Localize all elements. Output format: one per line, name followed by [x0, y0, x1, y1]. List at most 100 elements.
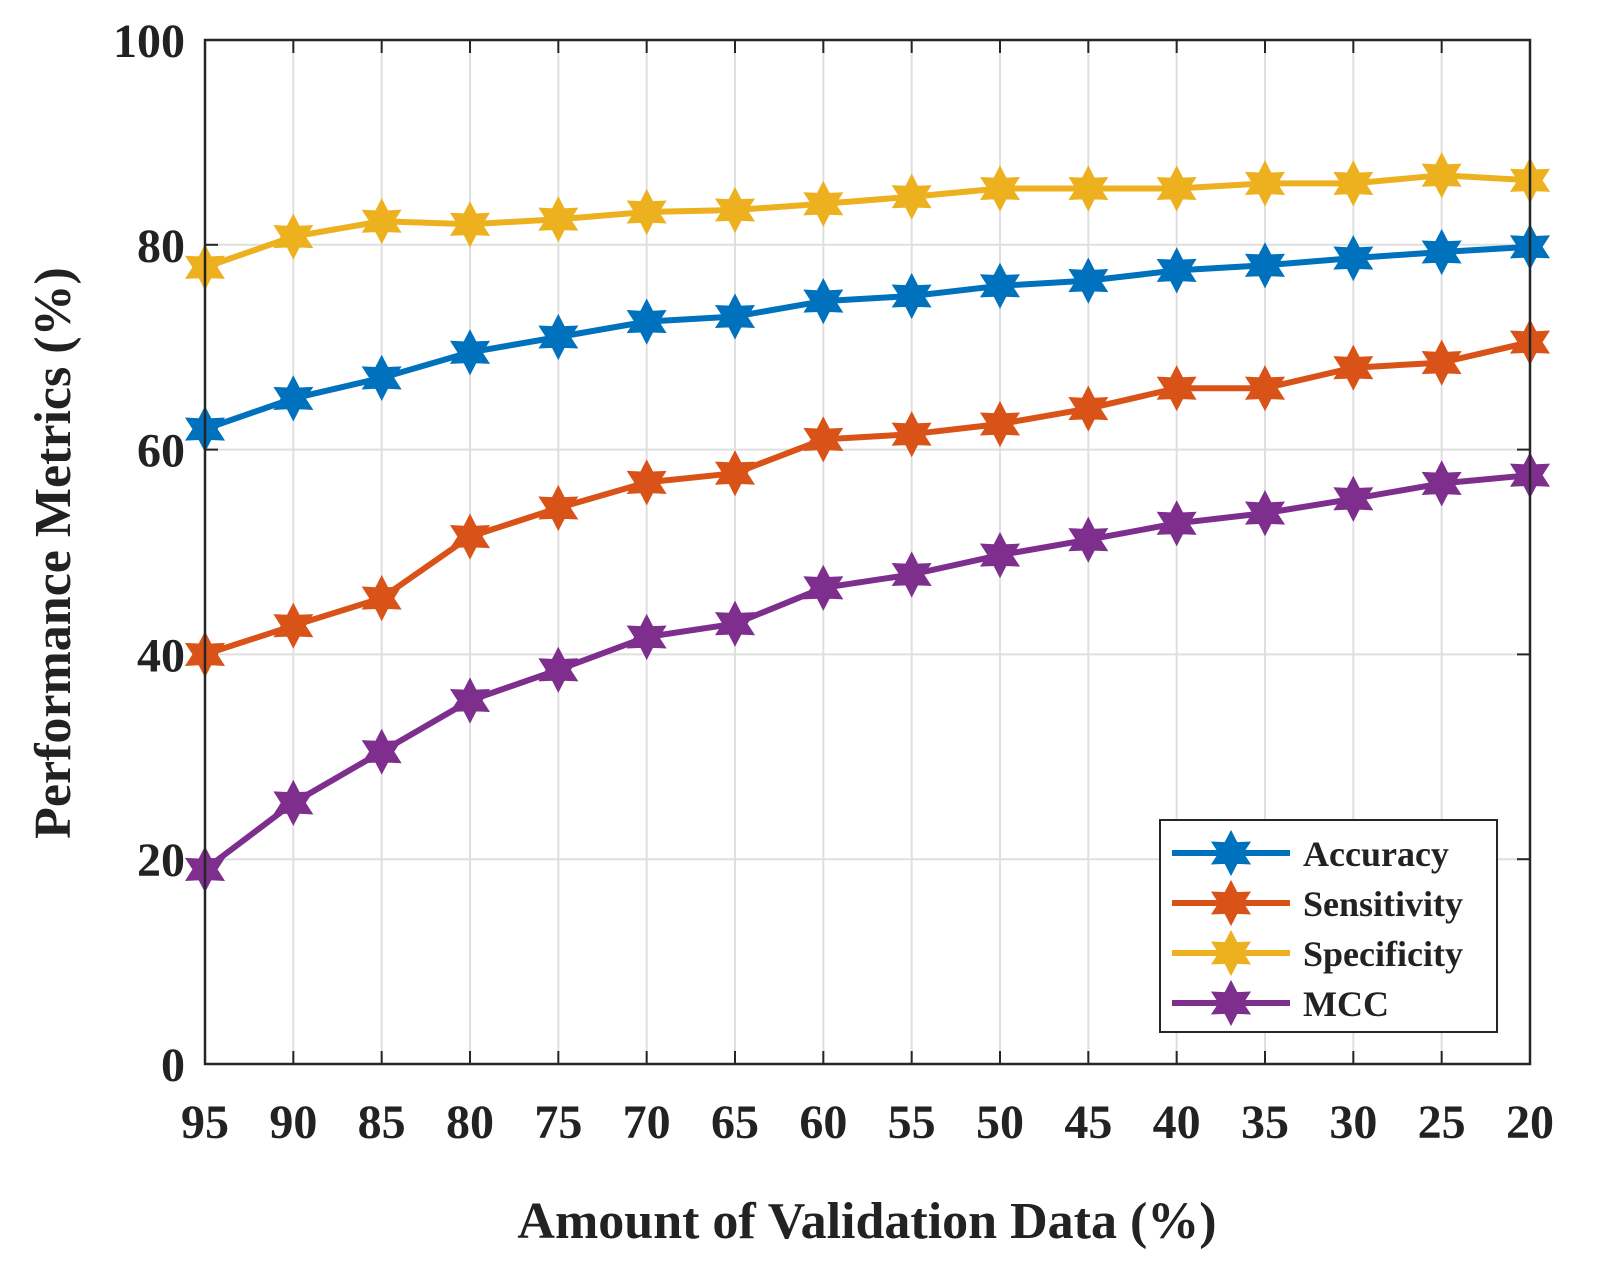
sensitivity-point — [803, 416, 844, 463]
specificity-line — [204, 172, 1531, 271]
x-tick-labels: 95 90 85 80 75 70 65 60 55 50 45 40 35 30 25 20 — [181, 1096, 1554, 1149]
sensitivity-point — [714, 450, 756, 497]
mcc-point — [449, 677, 491, 724]
mcc-point — [979, 532, 1021, 579]
sensitivity-point — [1421, 339, 1462, 386]
y-tick-labels: 0 20 40 60 80 100 — [113, 15, 185, 1092]
specificity-point — [1421, 152, 1462, 199]
sensitivity-point — [361, 575, 402, 622]
mcc-point — [538, 646, 579, 693]
accuracy-point — [626, 298, 667, 345]
mcc-line — [203, 472, 1531, 872]
specificity-point — [979, 165, 1021, 212]
y-tick-label: 100 — [113, 15, 185, 68]
x-tick-label: 50 — [976, 1096, 1024, 1149]
mcc-point — [626, 613, 667, 661]
specificity-point — [1068, 165, 1109, 212]
specificity-point — [1156, 165, 1197, 212]
mcc-point — [1244, 490, 1286, 537]
accuracy-line — [204, 243, 1531, 432]
legend-item-sensitivity: Sensitivity — [1172, 879, 1463, 927]
x-tick-label: 40 — [1153, 1096, 1201, 1149]
mcc-point — [803, 564, 844, 611]
sensitivity-point — [979, 400, 1021, 448]
accuracy-point — [891, 272, 932, 320]
legend-label-mcc: MCC — [1303, 984, 1389, 1024]
mcc-point — [1156, 500, 1197, 547]
y-tick-label: 20 — [137, 834, 185, 887]
x-tick-label: 75 — [534, 1096, 582, 1149]
specificity-point — [538, 196, 579, 243]
x-tick-label: 55 — [888, 1096, 936, 1149]
specificity-point — [1333, 160, 1374, 207]
sensitivity-point — [538, 484, 579, 532]
specificity-point — [273, 213, 314, 260]
accuracy-point — [714, 293, 756, 340]
x-tick-label: 25 — [1418, 1096, 1466, 1149]
legend-label-accuracy: Accuracy — [1303, 834, 1449, 874]
x-tick-label: 80 — [446, 1096, 494, 1149]
sensitivity-point — [273, 602, 314, 649]
mcc-point — [1333, 475, 1374, 522]
legend-marker-specificity — [1210, 929, 1252, 977]
x-tick-label: 30 — [1329, 1096, 1377, 1149]
mcc-point — [273, 779, 314, 826]
specificity-point — [1244, 160, 1286, 207]
accuracy-point — [361, 354, 402, 401]
x-tick-label: 70 — [623, 1096, 671, 1149]
accuracy-point — [1068, 257, 1109, 304]
legend-label-sensitivity: Sensitivity — [1303, 884, 1463, 924]
sensitivity-point — [626, 459, 667, 506]
sensitivity-point — [1333, 344, 1374, 391]
x-tick-label: 45 — [1064, 1096, 1112, 1149]
sensitivity-point — [1156, 365, 1197, 412]
accuracy-point — [1156, 247, 1197, 294]
y-tick-label: 60 — [137, 425, 185, 478]
x-tick-label: 20 — [1506, 1096, 1554, 1149]
accuracy-point — [1244, 242, 1286, 289]
accuracy-point — [1421, 228, 1462, 276]
mcc-point — [714, 600, 756, 647]
legend-item-specificity: Specificity — [1172, 929, 1463, 977]
specificity-point — [626, 188, 667, 236]
specificity-point — [803, 180, 844, 227]
y-tick-label: 0 — [161, 1039, 185, 1092]
y-tick-label: 40 — [137, 629, 185, 682]
specificity-point — [891, 173, 932, 220]
sensitivity-point — [1068, 385, 1109, 432]
accuracy-point — [449, 329, 491, 376]
specificity-point — [361, 198, 402, 245]
accuracy-point — [1333, 235, 1374, 282]
mcc-point — [361, 728, 402, 775]
mcc-point — [1421, 460, 1462, 507]
x-tick-label: 95 — [181, 1096, 229, 1149]
x-tick-label: 60 — [799, 1096, 847, 1149]
sensitivity-point — [891, 411, 932, 458]
legend-marker-mcc — [1210, 979, 1252, 1027]
tick-marks — [204, 39, 1531, 1065]
legend-marker-sensitivity — [1210, 879, 1252, 927]
accuracy-point — [803, 278, 844, 325]
y-axis-label: Performance Metrics (%) — [25, 267, 82, 839]
y-tick-label: 80 — [137, 220, 185, 273]
accuracy-point — [273, 375, 314, 422]
x-tick-label: 85 — [358, 1096, 406, 1149]
accuracy-point — [538, 313, 579, 361]
specificity-point — [714, 186, 756, 234]
x-axis-label: Amount of Validation Data (%) — [517, 1193, 1216, 1250]
mcc-point — [891, 551, 932, 598]
sensitivity-point — [1244, 365, 1286, 412]
legend-marker-accuracy — [1210, 829, 1252, 877]
legend-item-mcc: MCC — [1172, 979, 1389, 1027]
legend-label-specificity: Specificity — [1303, 934, 1463, 974]
legend-item-accuracy: Accuracy — [1172, 829, 1449, 877]
sensitivity-line — [204, 339, 1531, 658]
plot-frame — [203, 38, 1532, 1066]
legend: Accuracy Sensitivity Specificity MCC — [1159, 819, 1498, 1033]
series-specificity — [184, 152, 1551, 291]
sensitivity-point — [449, 513, 491, 560]
accuracy-point — [979, 262, 1021, 309]
mcc-point — [1068, 516, 1109, 563]
x-tick-label: 65 — [711, 1096, 759, 1149]
